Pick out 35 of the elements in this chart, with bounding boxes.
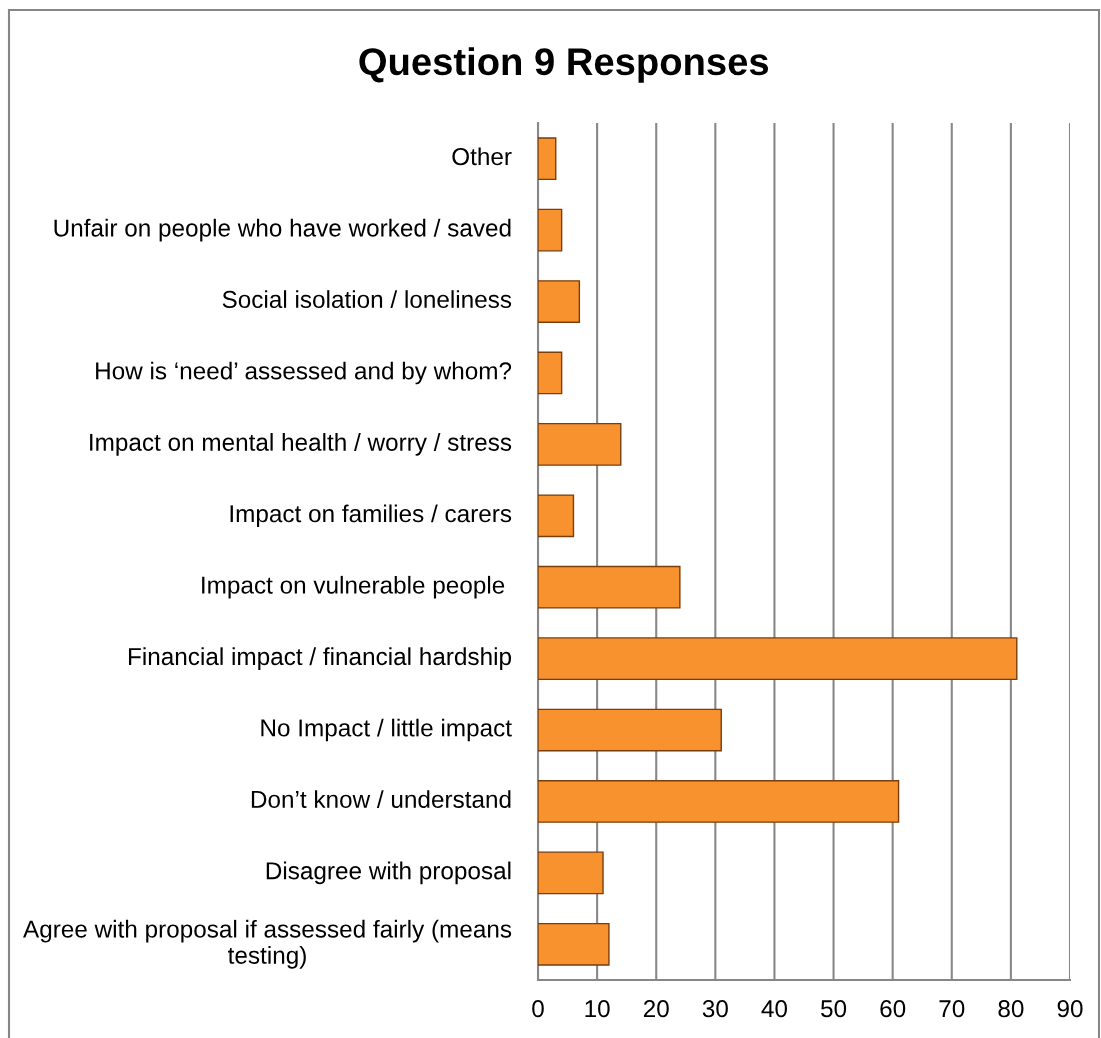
y-tick-label: Impact on families / carers	[230, 504, 512, 528]
y-tick-label: Impact on mental health / worry / stress	[90, 433, 512, 456]
x-tick-label: 50	[821, 1000, 847, 1018]
y-tick-label: Disagree with proposal	[266, 861, 511, 885]
chart-title: Question 9 Responses	[359, 47, 769, 83]
bar	[538, 851, 604, 895]
x-tick-label: 30	[702, 1000, 728, 1018]
bar	[538, 922, 610, 966]
x-tick-label: 10	[585, 1000, 610, 1018]
bar	[538, 208, 563, 252]
bar	[538, 422, 622, 466]
y-tick-label: Unfair on people who have worked / saved	[54, 218, 511, 242]
y-tick-label: Other	[452, 147, 512, 166]
bar	[538, 708, 722, 752]
y-tick-label: Financial impact / financial hardship	[128, 647, 512, 670]
bar	[538, 565, 681, 609]
x-tick-label: 80	[998, 1000, 1024, 1018]
bar	[538, 494, 575, 538]
y-tick-label: Don’t know / understand	[251, 790, 511, 808]
y-tick-label: How is ‘need’ assessed and by whom?	[96, 361, 512, 385]
y-tick-label: Agree with proposal if assessed fairly (means testing)	[23, 919, 512, 969]
x-tick-label: 90	[1057, 1000, 1083, 1018]
bar	[538, 351, 563, 395]
x-tick-label: 40	[761, 1000, 788, 1018]
bar	[538, 280, 581, 323]
y-tick-label: Impact on vulnerable people	[202, 575, 505, 599]
y-tick-label: No Impact / little impact	[261, 718, 512, 742]
x-tick-label: 20	[643, 1000, 669, 1018]
bar	[538, 637, 1018, 681]
y-tick-label: Social isolation / loneliness	[222, 290, 512, 309]
x-tick-label: 60	[880, 1000, 906, 1018]
bar	[538, 137, 557, 181]
x-tick-label: 70	[939, 1000, 965, 1018]
bar	[538, 780, 900, 823]
x-tick-label: 0	[532, 1000, 544, 1018]
